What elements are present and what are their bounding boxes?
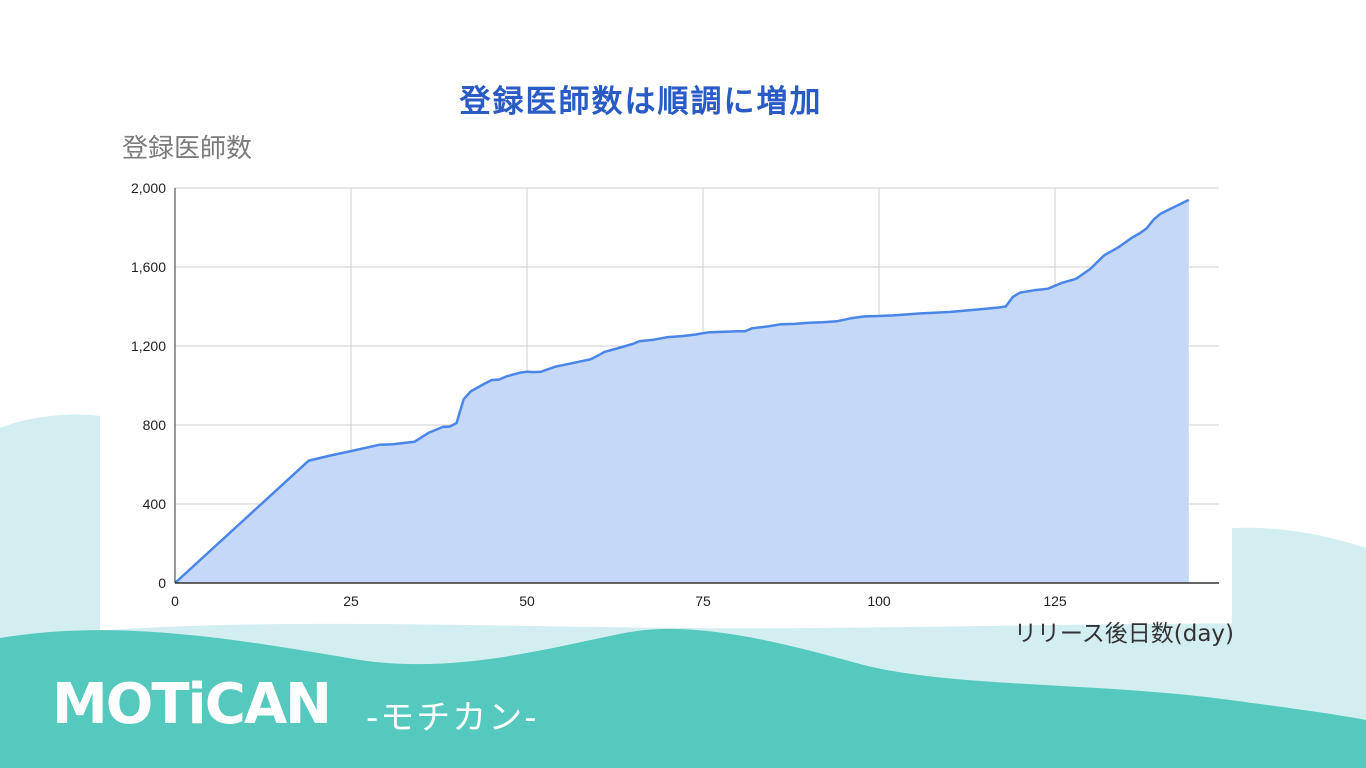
tick-labels: 0 400 800 1,200 1,600 2,000 0 25 50 75 100 125: [131, 180, 1067, 609]
x-axis-title: リリース後日数(day): [1013, 621, 1234, 647]
y-tick-label: 400: [143, 496, 167, 512]
x-tick-label: 25: [343, 593, 359, 609]
x-tick-label: 100: [867, 593, 891, 609]
brand-logo: MOTiCAN: [52, 672, 332, 737]
x-tick-label: 125: [1043, 593, 1067, 609]
axes: [174, 188, 1219, 584]
y-tick-label: 0: [158, 575, 166, 591]
dark-wave: [0, 628, 1366, 768]
y-axis-title: 登録医師数: [122, 134, 253, 164]
x-tick-label: 75: [695, 593, 711, 609]
y-tick-label: 1,200: [131, 338, 166, 354]
y-tick-label: 2,000: [131, 180, 166, 196]
series-area: [175, 199, 1189, 583]
series-line: [174, 198, 1190, 584]
y-tick-label: 800: [143, 417, 167, 433]
y-tick-label: 1,600: [131, 259, 166, 275]
brand-subtitle: -モチカン-: [366, 698, 539, 738]
x-tick-label: 50: [519, 593, 535, 609]
x-tick-label: 0: [171, 593, 179, 609]
slide-title: 登録医師数は順調に増加: [459, 84, 823, 120]
